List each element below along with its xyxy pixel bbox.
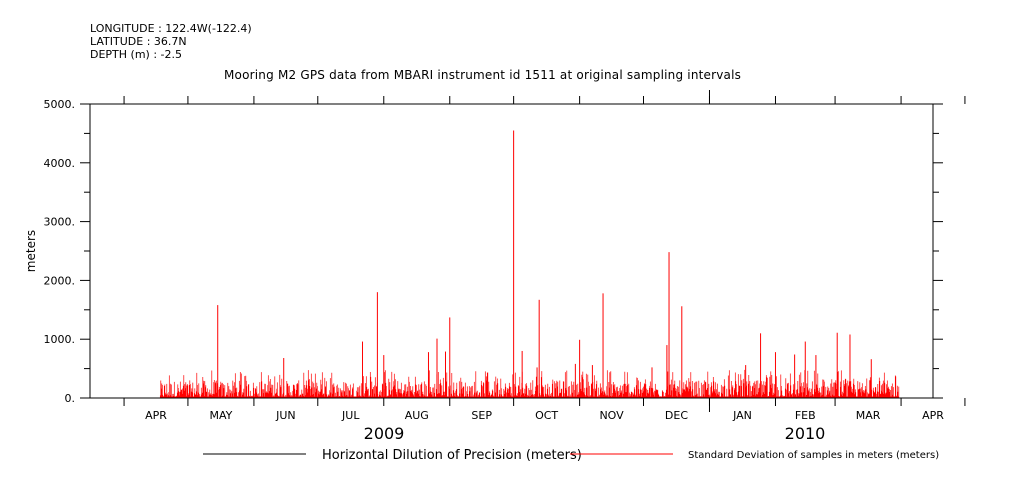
month-label: JUL (341, 409, 360, 422)
y-tick-label: 0. (65, 392, 76, 405)
longitude-text: LONGITUDE : 122.4W(-122.4) (90, 22, 252, 35)
y-tick-label: 4000. (44, 157, 76, 170)
month-label: APR (922, 409, 944, 422)
month-label: DEC (665, 409, 688, 422)
depth-text: DEPTH (m) : -2.5 (90, 48, 183, 61)
month-label: JAN (732, 409, 752, 422)
month-label: APR (145, 409, 167, 422)
y-tick-label: 1000. (44, 333, 76, 346)
legend-std-label: Standard Deviation of samples in meters … (688, 450, 939, 461)
legend-hdop-label: Horizontal Dilution of Precision (meters… (322, 448, 582, 463)
std-dev-baseline (159, 369, 900, 398)
chart-title: Mooring M2 GPS data from MBARI instrumen… (224, 68, 742, 82)
month-label: NOV (599, 409, 624, 422)
month-label: AUG (405, 409, 429, 422)
month-label: FEB (795, 409, 816, 422)
year-label-2009: 2009 (364, 424, 405, 443)
month-label: MAY (209, 409, 232, 422)
year-label-2010: 2010 (785, 424, 826, 443)
latitude-text: LATITUDE : 36.7N (90, 35, 187, 48)
y-tick-label: 3000. (44, 216, 76, 229)
y-tick-label: 2000. (44, 274, 76, 287)
month-label: OCT (535, 409, 558, 422)
metadata-block: LONGITUDE : 122.4W(-122.4) LATITUDE : 36… (90, 22, 252, 61)
month-label: MAR (856, 409, 881, 422)
y-tick-label: 5000. (44, 98, 76, 111)
month-label: JUN (275, 409, 296, 422)
month-label: SEP (471, 409, 492, 422)
y-axis-label: meters (24, 230, 38, 272)
